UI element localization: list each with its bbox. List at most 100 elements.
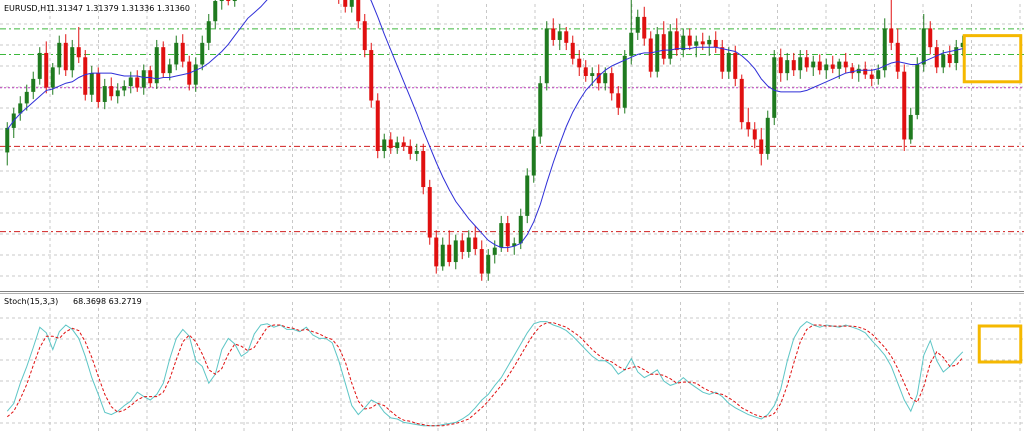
candle-body — [388, 139, 393, 149]
candle-body — [206, 21, 211, 43]
candle — [499, 215, 504, 252]
candle — [778, 48, 783, 82]
candle — [37, 47, 42, 85]
candle-body — [707, 39, 712, 45]
candle-body — [135, 77, 140, 88]
candle-body — [915, 64, 920, 115]
candle — [440, 237, 445, 271]
candle — [785, 52, 790, 81]
candle — [434, 230, 439, 274]
candle — [557, 24, 562, 51]
candle — [148, 65, 153, 88]
candle — [18, 96, 23, 121]
candle-body — [895, 42, 900, 72]
candle-body — [694, 41, 699, 46]
candle-body — [148, 70, 153, 84]
candle — [759, 127, 764, 166]
candle-body — [232, 0, 237, 2]
candle — [843, 52, 848, 74]
candle-body — [518, 215, 523, 244]
candle-body — [681, 35, 686, 51]
candle — [466, 230, 471, 258]
candle-body — [713, 39, 718, 48]
candle — [570, 35, 575, 65]
candle-body — [850, 67, 855, 74]
candle — [954, 39, 959, 71]
stochastic-name-label: Stoch(15,3,3) — [4, 297, 58, 306]
candle-body — [583, 67, 588, 77]
candle — [375, 93, 380, 159]
candle-body — [473, 237, 478, 250]
candle-body — [37, 52, 42, 79]
candle-body — [577, 58, 582, 68]
candle — [128, 71, 133, 94]
candle-body — [596, 73, 601, 84]
candle — [746, 107, 751, 137]
stochastic-signal-line — [6, 322, 964, 427]
candle-body — [180, 42, 185, 62]
candle — [109, 77, 114, 101]
candle-body — [83, 57, 88, 95]
candle — [89, 65, 94, 102]
candle-body — [57, 42, 62, 68]
symbol-label: EURUSD,H1 — [4, 4, 51, 13]
candle-body — [492, 247, 497, 255]
candle-body — [947, 54, 952, 64]
candle-body — [89, 73, 94, 95]
candle — [525, 168, 530, 224]
candle — [83, 50, 88, 101]
candle-body — [746, 122, 751, 130]
candle-body — [24, 91, 29, 104]
candle-body — [804, 57, 809, 68]
candle — [830, 55, 835, 74]
candle-body — [908, 114, 913, 140]
candle-body — [739, 78, 744, 123]
candle-body — [798, 57, 803, 71]
stochastic-values-label: 68.3698 63.2719 — [73, 297, 142, 306]
candle-body — [759, 139, 764, 154]
candle-body — [954, 47, 959, 64]
candle-body — [44, 52, 49, 88]
candle-body — [174, 42, 179, 65]
candle — [174, 35, 179, 71]
candle — [694, 35, 699, 58]
candle — [869, 68, 874, 87]
candle-body — [408, 146, 413, 154]
candle — [876, 64, 881, 85]
candle — [369, 42, 374, 108]
candle — [421, 143, 426, 195]
candle-body — [434, 237, 439, 267]
candle — [226, 0, 231, 6]
candle — [850, 63, 855, 79]
candle-body — [226, 0, 231, 2]
candle-body — [115, 90, 120, 97]
candle — [343, 0, 348, 13]
candle — [811, 55, 816, 77]
candle — [460, 233, 465, 260]
candle-body — [811, 61, 816, 68]
candle-body — [700, 41, 705, 45]
candle-body — [622, 55, 627, 108]
candle-body — [902, 71, 907, 140]
ohlc-label: 1.31347 1.31379 1.31336 1.31360 — [50, 4, 190, 13]
candle — [772, 50, 777, 126]
candle — [544, 21, 549, 91]
stochastic-highlight-box — [977, 324, 1023, 364]
candle-body — [551, 28, 556, 40]
candle-body — [349, 0, 354, 7]
candle-body — [102, 86, 107, 102]
moving-average-line — [6, 0, 963, 249]
candle — [518, 208, 523, 250]
candle — [733, 45, 738, 87]
candle — [531, 129, 536, 183]
candle — [765, 110, 770, 160]
candle — [141, 64, 146, 95]
candle-body — [109, 86, 114, 97]
candle-body — [122, 86, 127, 91]
candle-body — [382, 139, 387, 151]
candle-body — [356, 0, 361, 22]
candle-body — [512, 243, 517, 247]
stochastic-main-line — [6, 320, 964, 427]
candle-body — [421, 151, 426, 188]
